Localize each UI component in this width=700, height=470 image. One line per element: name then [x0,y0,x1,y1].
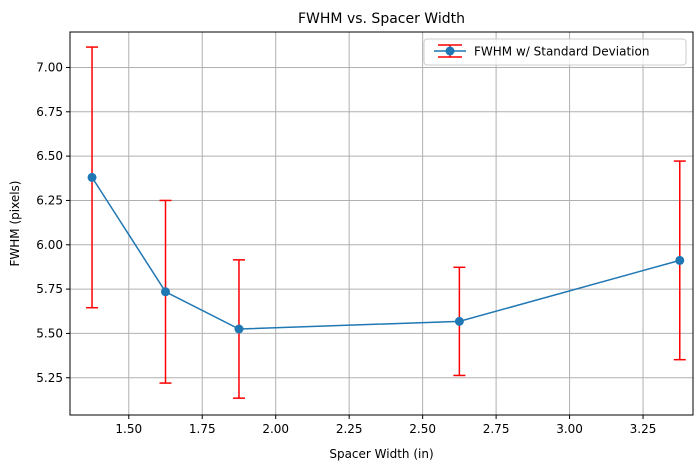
data-point [234,324,244,334]
legend-box [423,38,687,66]
legend-marker [434,44,466,58]
x-tick-label: 2.75 [483,422,510,436]
y-tick-label: 6.50 [36,149,63,163]
plot-area [86,46,686,399]
axes-frame [69,31,694,416]
y-tick-label: 6.75 [36,105,63,119]
y-tick-label: 6.25 [36,193,63,207]
legend: FWHM w/ Standard Deviation [423,38,687,66]
y-tick-label: 5.75 [36,282,63,296]
x-tick-label: 2.00 [262,422,289,436]
data-point [675,255,685,265]
legend-point [445,46,455,56]
x-tick-label: 1.75 [189,422,216,436]
axis-ticks: 1.50 1.75 2.00 2.25 2.50 2.75 3.00 3.25 5.25 5.50… [36,60,656,436]
y-axis-title: FWHM (pixels) [8,181,22,267]
y-tick-label: 6.00 [36,238,63,252]
x-axis-title: Spacer Width (in) [329,447,433,461]
data-point [161,287,171,297]
legend-label: FWHM w/ Standard Deviation [474,45,649,59]
y-tick-label: 7.00 [36,60,63,74]
x-tick-label: 3.25 [630,422,657,436]
x-tick-label: 2.25 [336,422,363,436]
y-tick-label: 5.50 [36,326,63,340]
x-tick-label: 1.50 [115,422,142,436]
data-point [454,316,464,326]
grid-lines [70,32,693,415]
data-point [87,172,97,182]
y-tick-label: 5.25 [36,371,63,385]
x-tick-label: 3.00 [556,422,583,436]
x-tick-label: 2.50 [409,422,436,436]
chart-title: FWHM vs. Spacer Width [298,11,465,27]
